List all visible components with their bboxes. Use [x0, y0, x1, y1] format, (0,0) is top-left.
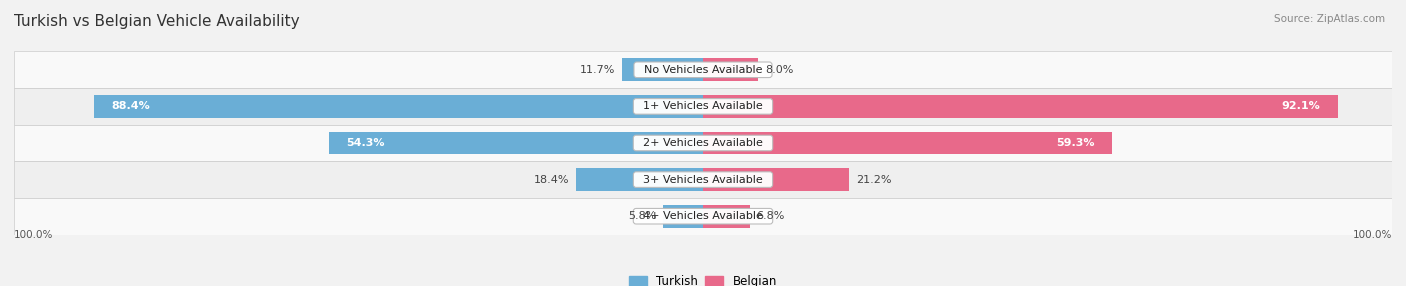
Text: Source: ZipAtlas.com: Source: ZipAtlas.com [1274, 14, 1385, 24]
Bar [14, 198, 1392, 235]
Bar [703, 205, 749, 228]
Text: 3+ Vehicles Available: 3+ Vehicles Available [636, 175, 770, 184]
Bar [14, 125, 1392, 161]
Text: 2+ Vehicles Available: 2+ Vehicles Available [636, 138, 770, 148]
Text: 59.3%: 59.3% [1056, 138, 1094, 148]
Bar [664, 205, 703, 228]
Text: 5.8%: 5.8% [627, 211, 657, 221]
Bar [576, 168, 703, 191]
Text: 8.0%: 8.0% [765, 65, 793, 75]
Text: 11.7%: 11.7% [581, 65, 616, 75]
Text: No Vehicles Available: No Vehicles Available [637, 65, 769, 75]
Bar [14, 51, 1392, 88]
Bar [623, 58, 703, 81]
Legend: Turkish, Belgian: Turkish, Belgian [624, 270, 782, 286]
Text: 88.4%: 88.4% [111, 102, 150, 111]
Text: 4+ Vehicles Available: 4+ Vehicles Available [636, 211, 770, 221]
Text: 54.3%: 54.3% [346, 138, 385, 148]
Bar [703, 58, 758, 81]
Bar [703, 95, 1337, 118]
Bar [329, 132, 703, 154]
Text: 100.0%: 100.0% [1353, 230, 1392, 240]
Bar [14, 161, 1392, 198]
Text: 1+ Vehicles Available: 1+ Vehicles Available [636, 102, 770, 111]
Bar [14, 88, 1392, 125]
Text: Turkish vs Belgian Vehicle Availability: Turkish vs Belgian Vehicle Availability [14, 14, 299, 29]
Text: 6.8%: 6.8% [756, 211, 785, 221]
Bar [94, 95, 703, 118]
Text: 18.4%: 18.4% [534, 175, 569, 184]
Text: 100.0%: 100.0% [14, 230, 53, 240]
Text: 21.2%: 21.2% [856, 175, 891, 184]
Text: 92.1%: 92.1% [1281, 102, 1320, 111]
Bar [703, 132, 1112, 154]
Bar [703, 168, 849, 191]
